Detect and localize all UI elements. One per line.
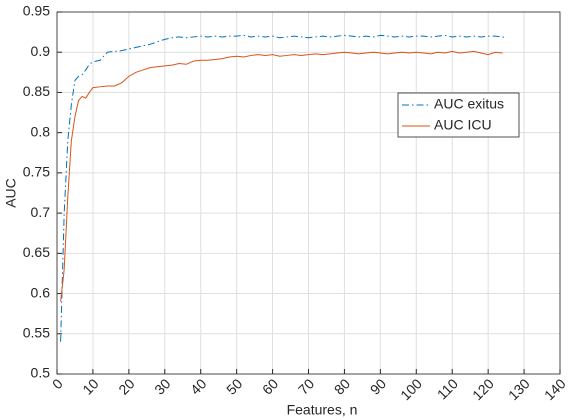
legend-label: AUC ICU <box>434 117 492 133</box>
x-tick-label: 40 <box>187 375 209 397</box>
x-axis-label: Features, n <box>287 402 358 418</box>
x-tick-label: 90 <box>367 375 389 397</box>
y-tick-label: 0.7 <box>31 204 51 220</box>
y-tick-label: 0.95 <box>23 3 50 19</box>
data-line <box>60 34 507 342</box>
legend-box <box>397 92 520 138</box>
y-axis-label: AUC <box>3 178 19 208</box>
x-tick-label: 140 <box>541 375 569 403</box>
x-tick-label: 30 <box>151 375 173 397</box>
y-tick-label: 0.9 <box>31 43 51 59</box>
y-tick-label: 0.6 <box>31 284 51 300</box>
x-tick-label: 20 <box>115 375 137 397</box>
y-tick-label: 0.65 <box>23 244 50 260</box>
x-tick-label: 130 <box>505 375 533 403</box>
x-tick-label: 50 <box>223 375 245 397</box>
x-tick-label: 70 <box>295 375 317 397</box>
x-tick-label: 120 <box>469 375 497 403</box>
axes-box <box>56 11 561 375</box>
y-tick-label: 0.55 <box>23 324 50 340</box>
x-tick-label: 80 <box>331 375 353 397</box>
x-tick-label: 110 <box>434 375 461 402</box>
x-tick-label: 60 <box>259 375 281 397</box>
y-tick-label: 0.75 <box>23 164 50 180</box>
data-line <box>60 50 503 302</box>
x-tick-label: 0 <box>49 375 66 392</box>
legend: AUC exitus AUC ICU <box>397 92 520 138</box>
x-tick-label: 10 <box>79 375 101 397</box>
y-tick-label: 0.85 <box>23 83 50 99</box>
x-tick-label: 100 <box>397 375 425 403</box>
y-tick-label: 0.8 <box>31 123 51 139</box>
y-tick-label: 0.5 <box>31 365 51 381</box>
legend-label: AUC exitus <box>434 96 504 112</box>
